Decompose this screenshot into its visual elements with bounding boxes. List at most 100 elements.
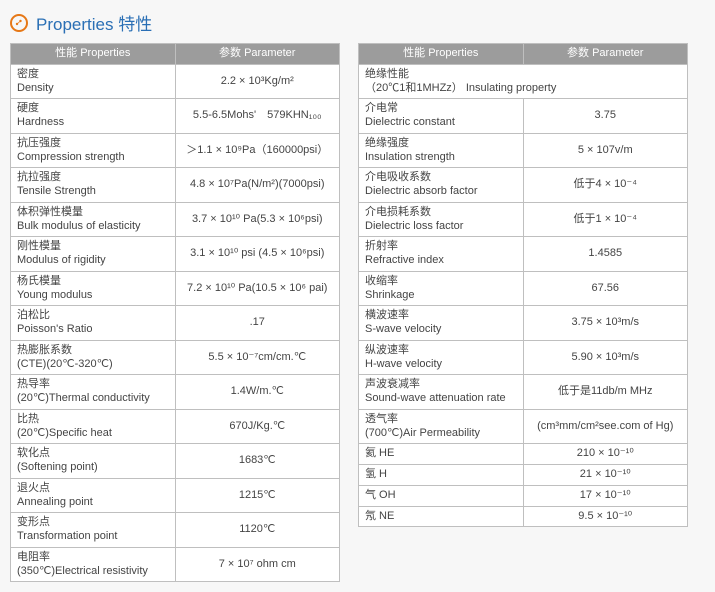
table-row: 刚性模量Modulus of rigidity3.1 × 10¹⁰ psi (4… bbox=[11, 237, 340, 272]
parameter-cell: 4.8 × 10⁷Pa(N/m²)(7000psi) bbox=[175, 168, 340, 203]
parameter-cell: 2.2 × 10³Kg/m² bbox=[175, 64, 340, 99]
parameter-cell: 5.90 × 10³m/s bbox=[523, 340, 688, 375]
property-cn: 热膨胀系数 bbox=[17, 344, 169, 358]
property-cn: 氦 HE bbox=[365, 447, 517, 461]
table-row: 热导率(20℃)Thermal conductivity1.4W/m.℃ bbox=[11, 375, 340, 410]
property-en: S-wave velocity bbox=[365, 323, 517, 337]
page-header: Properties 特性 bbox=[10, 10, 705, 35]
property-cn: 退火点 bbox=[17, 482, 169, 496]
parameter-cell: 670J/Kg.℃ bbox=[175, 409, 340, 444]
parameter-cell: 1215℃ bbox=[175, 478, 340, 513]
property-cell: 介电吸收系数Dielectric absorb factor bbox=[359, 168, 524, 203]
col-header-cn: 性能 bbox=[403, 47, 425, 59]
property-cn: 氢 H bbox=[365, 468, 517, 482]
col-header-en: Properties bbox=[80, 47, 130, 59]
property-cell: 收缩率Shrinkage bbox=[359, 271, 524, 306]
parameter-cell: 1120℃ bbox=[175, 513, 340, 548]
page-title-cn: 特性 bbox=[118, 15, 152, 34]
property-cn: 密度 bbox=[17, 68, 169, 82]
property-cell: 横波速率S-wave velocity bbox=[359, 306, 524, 341]
property-en: Dielectric constant bbox=[365, 116, 517, 130]
property-cell: 变形点Transformation point bbox=[11, 513, 176, 548]
table-row: 软化点(Softening point)1683℃ bbox=[11, 444, 340, 479]
property-cn: 杨氏模量 bbox=[17, 275, 169, 289]
table-row: 收缩率Shrinkage67.56 bbox=[359, 271, 688, 306]
table-row: 退火点Annealing point 1215℃ bbox=[11, 478, 340, 513]
property-cell: 热导率(20℃)Thermal conductivity bbox=[11, 375, 176, 410]
property-cell: 密度Density bbox=[11, 64, 176, 99]
property-cn: 透气率 bbox=[365, 413, 517, 427]
properties-table-right: 性能 Properties 参数 Parameter 绝缘性能（20℃1和1MH… bbox=[358, 43, 688, 527]
property-cn: 介电常 bbox=[365, 102, 517, 116]
table-row: 介电吸收系数Dielectric absorb factor低于4 × 10⁻⁴ bbox=[359, 168, 688, 203]
parameter-cell: 1.4W/m.℃ bbox=[175, 375, 340, 410]
property-cn: 横波速率 bbox=[365, 309, 517, 323]
table-row: 电阻率(350℃)Electrical resistivity7 × 10⁷ o… bbox=[11, 547, 340, 582]
parameter-cell: 低于1 × 10⁻⁴ bbox=[523, 202, 688, 237]
property-cell: 纵波速率H-wave velocity bbox=[359, 340, 524, 375]
property-cn: 介电吸收系数 bbox=[365, 171, 517, 185]
table-row: 横波速率S-wave velocity3.75 × 10³m/s bbox=[359, 306, 688, 341]
table-row: 介电损耗系数Dielectric loss factor低于1 × 10⁻⁴ bbox=[359, 202, 688, 237]
property-cn: 泊松比 bbox=[17, 309, 169, 323]
parameter-cell: 7 × 10⁷ ohm cm bbox=[175, 547, 340, 582]
property-cell: 介电常Dielectric constant bbox=[359, 99, 524, 134]
subhead-en: （20℃1和1MHZz） Insulating property bbox=[365, 82, 681, 96]
property-cell: 绝缘强度Insulation strength bbox=[359, 133, 524, 168]
property-en: Density bbox=[17, 82, 169, 96]
parameter-cell: 67.56 bbox=[523, 271, 688, 306]
property-en: Insulation strength bbox=[365, 151, 517, 165]
property-cell: 介电损耗系数Dielectric loss factor bbox=[359, 202, 524, 237]
table-row: 气 OH 17 × 10⁻¹⁰ bbox=[359, 485, 688, 506]
parameter-cell: ＞1.1 × 10⁹Pa（160000psi） bbox=[175, 133, 340, 168]
parameter-cell: 7.2 × 10¹⁰ Pa(10.5 × 10⁶ pai) bbox=[175, 271, 340, 306]
table-body-right: 绝缘性能（20℃1和1MHZz） Insulating property介电常D… bbox=[359, 64, 688, 527]
property-cn: 纵波速率 bbox=[365, 344, 517, 358]
parameter-cell: 1683℃ bbox=[175, 444, 340, 479]
property-en: Refractive index bbox=[365, 254, 517, 268]
property-cn: 介电损耗系数 bbox=[365, 206, 517, 220]
property-en: Transformation point bbox=[17, 530, 169, 544]
col-header-en: Parameter bbox=[244, 47, 295, 59]
parameter-cell: (cm³mm/cm²see.com of Hg) bbox=[523, 409, 688, 444]
property-cell: 体积弹性模量Bulk modulus of elasticity bbox=[11, 202, 176, 237]
table-row: 密度Density2.2 × 10³Kg/m² bbox=[11, 64, 340, 99]
table-row: 抗压强度Compression strength＞1.1 × 10⁹Pa（160… bbox=[11, 133, 340, 168]
property-cell: 氦 HE bbox=[359, 444, 524, 465]
property-en: Dielectric loss factor bbox=[365, 220, 517, 234]
table-row: 比热(20℃)Specific heat670J/Kg.℃ bbox=[11, 409, 340, 444]
property-cn: 气 OH bbox=[365, 489, 517, 503]
property-cell: 声波衰减率Sound-wave attenuation rate bbox=[359, 375, 524, 410]
col-header-parameter: 参数 Parameter bbox=[175, 44, 340, 65]
property-cn: 抗压强度 bbox=[17, 137, 169, 151]
property-cn: 氖 NE bbox=[365, 510, 517, 524]
property-en: (CTE)(20℃-320℃) bbox=[17, 358, 169, 372]
parameter-cell: 5.5 × 10⁻⁷cm/cm.℃ bbox=[175, 340, 340, 375]
table-row: 热膨胀系数(CTE)(20℃-320℃) 5.5 × 10⁻⁷cm/cm.℃ bbox=[11, 340, 340, 375]
table-subhead-row: 绝缘性能（20℃1和1MHZz） Insulating property bbox=[359, 64, 688, 99]
property-cell: 氖 NE bbox=[359, 506, 524, 527]
property-cn: 声波衰减率 bbox=[365, 378, 517, 392]
property-cell: 折射率Refractive index bbox=[359, 237, 524, 272]
property-en: Dielectric absorb factor bbox=[365, 185, 517, 199]
parameter-cell: 5.5-6.5Mohs' 579KHN₁₀₀ bbox=[175, 99, 340, 134]
col-header-cn: 参数 bbox=[567, 47, 589, 59]
parameter-cell: 17 × 10⁻¹⁰ bbox=[523, 485, 688, 506]
subhead-cell: 绝缘性能（20℃1和1MHZz） Insulating property bbox=[359, 64, 688, 99]
table-row: 体积弹性模量Bulk modulus of elasticity3.7 × 10… bbox=[11, 202, 340, 237]
parameter-cell: 1.4585 bbox=[523, 237, 688, 272]
property-en: Modulus of rigidity bbox=[17, 254, 169, 268]
parameter-cell: 3.75 bbox=[523, 99, 688, 134]
property-cell: 气 OH bbox=[359, 485, 524, 506]
parameter-cell: 3.7 × 10¹⁰ Pa(5.3 × 10⁶psi) bbox=[175, 202, 340, 237]
property-en: Annealing point bbox=[17, 496, 169, 510]
property-cn: 变形点 bbox=[17, 516, 169, 530]
property-cn: 比热 bbox=[17, 413, 169, 427]
property-en: Shrinkage bbox=[365, 289, 517, 303]
table-row: 绝缘强度Insulation strength5 × 107v/m bbox=[359, 133, 688, 168]
property-cn: 折射率 bbox=[365, 240, 517, 254]
property-cell: 硬度Hardness bbox=[11, 99, 176, 134]
table-row: 变形点Transformation point1120℃ bbox=[11, 513, 340, 548]
parameter-cell: 低于是11db/m MHz bbox=[523, 375, 688, 410]
table-body-left: 密度Density2.2 × 10³Kg/m²硬度Hardness5.5-6.5… bbox=[11, 64, 340, 582]
